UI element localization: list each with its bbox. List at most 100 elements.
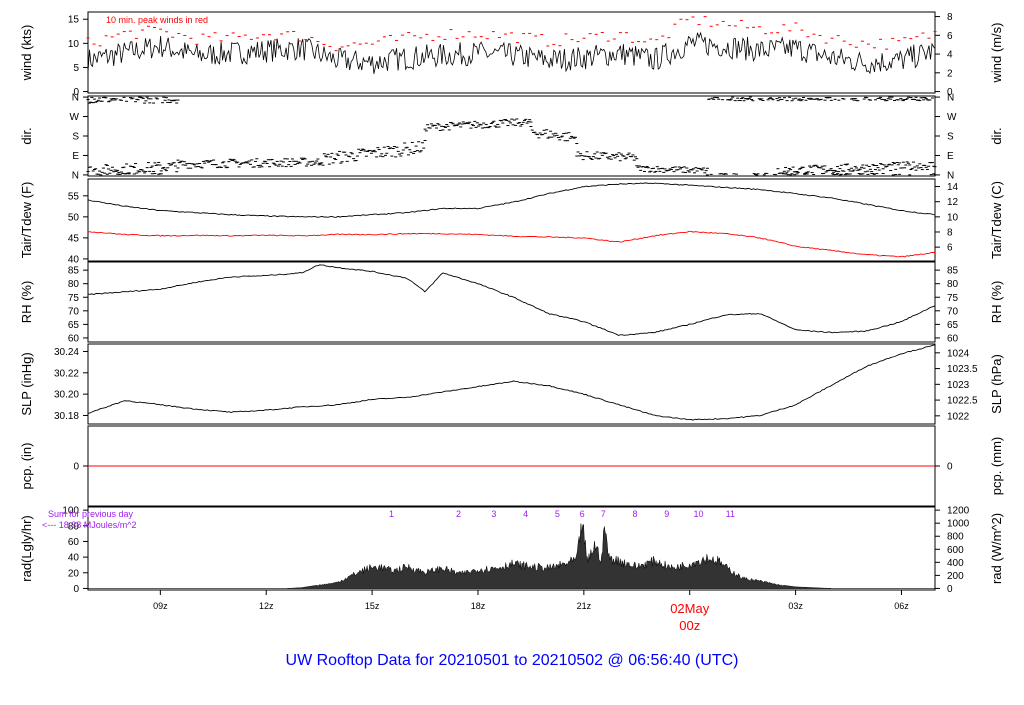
left-tick-label: 0 xyxy=(73,462,79,473)
temperature-air-line xyxy=(87,182,936,218)
right-tick-label: 8 xyxy=(947,227,953,238)
x-tick-label: 21z xyxy=(577,601,592,611)
right-axis-title: dir. xyxy=(989,127,1004,144)
right-tick-label: 10 xyxy=(947,212,959,223)
wind-speed-line xyxy=(87,31,936,75)
panel-frame-temperature xyxy=(87,178,936,262)
panel-frame-wind xyxy=(87,11,936,94)
left-tick-label: 10 xyxy=(68,39,80,50)
radiation-sum-label: Sum for previous day xyxy=(48,509,134,519)
left-tick-label: 80 xyxy=(68,279,80,290)
right-tick-label: 0 xyxy=(947,584,953,595)
x-tick-label: 15z xyxy=(365,601,380,611)
left-tick-label: W xyxy=(70,112,80,123)
right-tick-label: 1022.5 xyxy=(947,396,978,407)
panel-frame-rh xyxy=(87,261,936,343)
left-tick-label: 40 xyxy=(68,254,80,265)
left-tick-label: 55 xyxy=(68,191,80,202)
radiation-area xyxy=(287,523,832,589)
right-tick-label: 400 xyxy=(947,558,964,569)
x-tick-label: 18z xyxy=(471,601,486,611)
radiation-hour-label: 4 xyxy=(523,509,528,519)
right-tick-label: 1023 xyxy=(947,380,970,391)
x-date-sublabel: 00z xyxy=(679,618,700,633)
left-tick-label: E xyxy=(72,151,79,162)
right-axis-title: wind (m/s) xyxy=(989,23,1004,84)
right-tick-label: 0 xyxy=(947,87,953,98)
left-tick-label: 70 xyxy=(68,306,80,317)
radiation-hour-label: 10 xyxy=(694,509,704,519)
left-tick-label: 30.20 xyxy=(54,390,79,401)
left-tick-label: 5 xyxy=(73,63,79,74)
left-tick-label: 30.18 xyxy=(54,411,79,422)
right-tick-label: 8 xyxy=(947,12,953,23)
right-tick-label: 1024 xyxy=(947,348,970,359)
radiation-hour-label: 8 xyxy=(633,509,638,519)
radiation-hour-label: 2 xyxy=(456,509,461,519)
left-axis-title: pcp. (in) xyxy=(19,443,34,490)
panel-frame-radiation xyxy=(87,506,936,591)
radiation-hour-label: 1 xyxy=(389,509,394,519)
left-axis-title: rad(Lgly/hr) xyxy=(19,515,34,581)
right-tick-label: 0 xyxy=(947,462,953,473)
right-axis-title: rad (W/m^2) xyxy=(989,513,1004,584)
right-tick-label: 1023.5 xyxy=(947,364,978,375)
right-tick-label: 600 xyxy=(947,545,964,556)
left-tick-label: 30.22 xyxy=(54,368,79,379)
left-axis-title: Tair/Tdew (F) xyxy=(19,182,34,259)
x-tick-label: 09z xyxy=(153,601,168,611)
left-tick-label: 60 xyxy=(68,537,80,548)
left-tick-label: 75 xyxy=(68,293,80,304)
right-tick-label: 65 xyxy=(947,320,959,331)
radiation-hour-label: 5 xyxy=(555,509,560,519)
right-tick-label: 70 xyxy=(947,306,959,317)
right-tick-label: N xyxy=(947,170,954,181)
left-tick-label: 50 xyxy=(68,212,80,223)
radiation-hour-label: 11 xyxy=(726,509,735,519)
temperature-dew-line xyxy=(87,230,935,258)
radiation-sum-value: <--- 18.38 MJoules/m^2 xyxy=(42,520,137,530)
right-tick-label: 1200 xyxy=(947,506,970,517)
right-tick-label: 4 xyxy=(947,50,953,61)
right-tick-label: 75 xyxy=(947,293,959,304)
left-axis-title: SLP (inHg) xyxy=(19,352,34,415)
right-tick-label: S xyxy=(947,132,954,143)
right-tick-label: 800 xyxy=(947,532,964,543)
right-tick-label: 80 xyxy=(947,279,959,290)
right-tick-label: 200 xyxy=(947,571,964,582)
radiation-hour-label: 7 xyxy=(601,509,606,519)
left-tick-label: N xyxy=(72,93,79,104)
left-tick-label: 15 xyxy=(68,15,80,26)
right-tick-label: 1000 xyxy=(947,519,970,530)
left-tick-label: 85 xyxy=(68,266,80,277)
radiation-hour-label: 3 xyxy=(491,509,496,519)
right-tick-label: 12 xyxy=(947,197,959,208)
right-axis-title: SLP (hPa) xyxy=(989,354,1004,414)
left-tick-label: 100 xyxy=(62,506,79,517)
right-tick-label: 85 xyxy=(947,266,959,277)
left-tick-label: 0 xyxy=(73,87,79,98)
left-tick-label: N xyxy=(72,170,79,181)
wind-annotation: 10 min. peak winds in red xyxy=(106,15,208,25)
right-axis-title: RH (%) xyxy=(989,281,1004,324)
left-tick-label: 30.24 xyxy=(54,347,79,358)
rh-rh-line xyxy=(87,264,936,336)
x-tick-label: 06z xyxy=(894,601,909,611)
left-tick-label: 65 xyxy=(68,320,80,331)
left-tick-label: 45 xyxy=(68,233,80,244)
left-tick-label: 60 xyxy=(68,333,80,344)
left-axis-title: RH (%) xyxy=(19,281,34,324)
x-tick-label: 12z xyxy=(259,601,274,611)
left-axis-title: dir. xyxy=(19,127,34,144)
radiation-hour-label: 9 xyxy=(664,509,669,519)
left-tick-label: 40 xyxy=(68,553,80,564)
right-tick-label: 6 xyxy=(947,243,953,254)
right-tick-label: W xyxy=(947,112,957,123)
right-axis-title: Tair/Tdew (C) xyxy=(989,181,1004,259)
x-tick-label: 03z xyxy=(788,601,803,611)
right-tick-label: 60 xyxy=(947,333,959,344)
pressure-slp-line xyxy=(87,344,936,421)
left-tick-label: 20 xyxy=(68,568,80,579)
